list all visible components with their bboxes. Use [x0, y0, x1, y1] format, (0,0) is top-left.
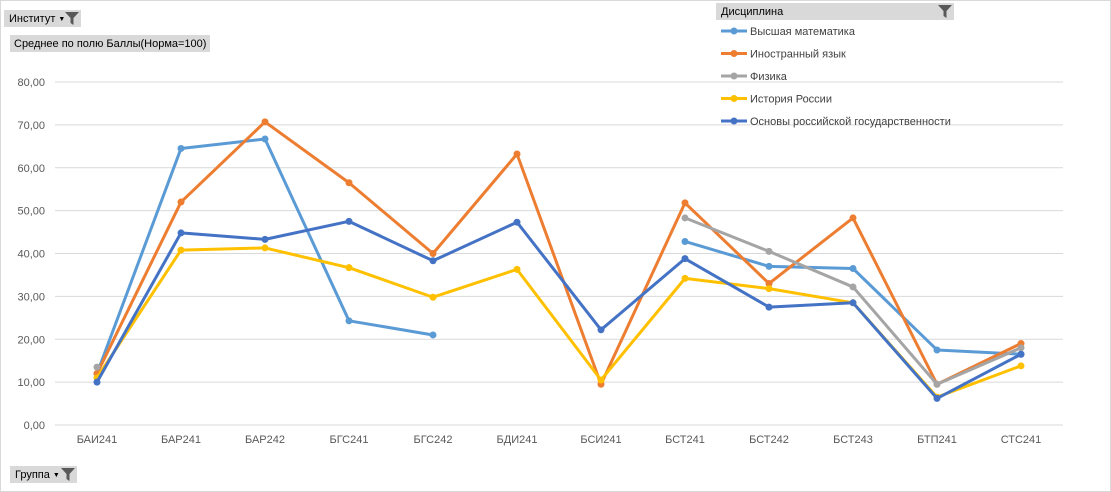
series-line	[95, 137, 434, 375]
data-point[interactable]	[681, 237, 689, 245]
data-point[interactable]	[513, 218, 521, 226]
data-point[interactable]	[429, 250, 437, 257]
filter-funnel-icon	[61, 468, 75, 481]
y-tick-label: 60,00	[17, 163, 45, 175]
data-point[interactable]	[681, 274, 689, 282]
filter-funnel-icon	[65, 12, 79, 25]
data-point[interactable]	[429, 257, 437, 265]
x-tick-label: БСТ241	[665, 434, 705, 446]
data-point[interactable]	[261, 135, 269, 143]
data-point[interactable]	[345, 264, 353, 272]
series-line	[95, 120, 1022, 386]
data-point[interactable]	[513, 150, 521, 158]
data-point[interactable]	[93, 363, 101, 371]
data-point[interactable]	[93, 378, 101, 386]
x-tick-label: СТС241	[1001, 434, 1042, 446]
data-point[interactable]	[177, 246, 185, 254]
data-point[interactable]	[849, 214, 857, 222]
legend-label[interactable]: История России	[750, 94, 832, 106]
y-tick-label: 20,00	[17, 334, 45, 346]
data-point[interactable]	[1017, 362, 1025, 370]
data-point[interactable]	[933, 394, 941, 402]
data-point[interactable]	[513, 265, 521, 273]
data-point[interactable]	[261, 235, 269, 243]
data-point[interactable]	[765, 303, 773, 311]
data-point[interactable]	[849, 299, 857, 307]
y-tick-label: 50,00	[17, 206, 45, 218]
discipline-filter-label: Дисциплина	[721, 5, 784, 18]
filter-funnel-icon	[938, 5, 952, 18]
data-point[interactable]	[933, 346, 941, 354]
x-tick-label: БТП241	[917, 434, 957, 446]
dropdown-arrow-icon: ▼	[52, 472, 60, 479]
y-tick-label: 10,00	[17, 377, 45, 389]
data-point[interactable]	[597, 326, 605, 334]
group-filter-button[interactable]: Группа ▼	[10, 466, 77, 483]
data-point[interactable]	[765, 262, 773, 270]
x-tick-label: БАР241	[161, 434, 201, 446]
y-tick-label: 80,00	[17, 77, 45, 89]
data-point[interactable]	[597, 376, 605, 384]
y-tick-label: 0,00	[24, 420, 45, 432]
y-tick-label: 30,00	[17, 291, 45, 303]
value-field-label[interactable]: Среднее по полю Баллы(Норма=100)	[10, 35, 211, 52]
series-line	[684, 240, 1022, 356]
series	[93, 214, 1025, 388]
data-point[interactable]	[933, 380, 941, 388]
data-point[interactable]	[681, 214, 689, 222]
data-point[interactable]	[177, 144, 185, 152]
x-tick-label: БСТ243	[833, 434, 873, 446]
legend-label[interactable]: Высшая математика	[750, 26, 856, 38]
legend-marker	[730, 27, 738, 35]
data-point[interactable]	[849, 283, 857, 291]
data-point[interactable]	[849, 265, 857, 273]
data-point[interactable]	[681, 199, 689, 207]
series	[93, 217, 1025, 402]
legend-label[interactable]: Физика	[750, 71, 788, 83]
data-point[interactable]	[345, 217, 353, 225]
legend-marker	[730, 50, 738, 57]
data-point[interactable]	[345, 317, 353, 325]
legend-marker	[730, 95, 738, 102]
institute-filter-button[interactable]: Институт ▼	[4, 10, 81, 27]
data-point[interactable]	[1017, 344, 1025, 352]
dropdown-arrow-icon: ▼	[58, 16, 66, 23]
data-point[interactable]	[1017, 350, 1025, 358]
institute-filter-label: Институт	[9, 12, 56, 25]
data-point[interactable]	[261, 118, 269, 126]
data-point[interactable]	[765, 285, 773, 293]
series-line	[95, 219, 1022, 400]
data-point[interactable]	[429, 331, 437, 339]
data-point[interactable]	[429, 293, 437, 301]
data-point[interactable]	[261, 244, 269, 252]
y-tick-label: 70,00	[17, 120, 45, 132]
data-point[interactable]	[681, 255, 689, 263]
legend-label[interactable]: Иностранный язык	[750, 49, 846, 61]
x-tick-label: БСИ241	[580, 434, 621, 446]
data-point[interactable]	[345, 179, 353, 187]
x-tick-label: БСТ242	[749, 434, 789, 446]
legend-label[interactable]: Основы российской государственности	[750, 116, 951, 128]
group-filter-label: Группа	[15, 468, 50, 481]
data-point[interactable]	[765, 280, 773, 288]
x-tick-label: БАР242	[245, 434, 285, 446]
data-point[interactable]	[177, 229, 185, 237]
x-tick-label: БГС242	[414, 434, 453, 446]
discipline-filter-button[interactable]: Дисциплина	[716, 3, 954, 20]
x-tick-label: БГС241	[330, 434, 369, 446]
y-tick-label: 40,00	[17, 249, 45, 261]
legend-marker	[730, 72, 738, 80]
x-tick-label: БДИ241	[497, 434, 538, 446]
x-tick-label: БАИ241	[77, 434, 118, 446]
legend-marker	[730, 117, 738, 125]
data-point[interactable]	[765, 247, 773, 255]
data-point[interactable]	[177, 198, 185, 206]
